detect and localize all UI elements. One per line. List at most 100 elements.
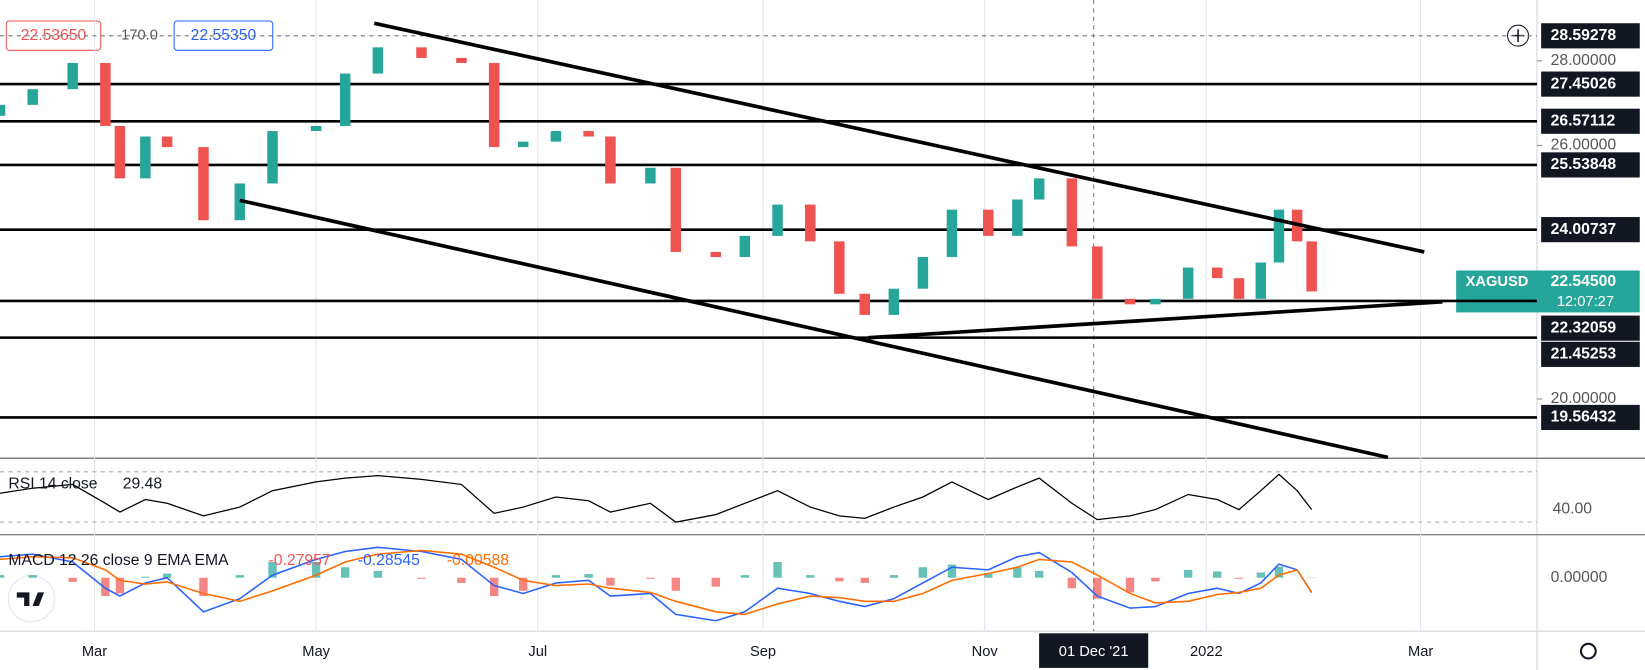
macd-histogram	[671, 577, 681, 591]
macd-histogram	[101, 577, 110, 597]
candle	[198, 147, 209, 221]
macd-histogram	[1183, 569, 1193, 578]
macd-histogram	[1274, 566, 1284, 578]
level-label: 26.57112	[1551, 112, 1616, 129]
trendline	[373, 21, 1425, 254]
candle	[605, 136, 616, 184]
candle	[1233, 278, 1245, 299]
macd-histogram	[918, 567, 928, 578]
candle	[670, 167, 682, 252]
macd-histogram	[417, 577, 426, 579]
ask: 22.55350	[191, 27, 257, 44]
last-price-label: 22.54500	[1551, 273, 1617, 290]
macd-line	[0, 549, 1313, 616]
candle	[1211, 267, 1223, 279]
level-label: 21.45253	[1551, 346, 1617, 363]
price-box	[1541, 152, 1640, 178]
candle	[834, 241, 845, 294]
spread: 170.0	[121, 28, 158, 44]
candle	[100, 62, 111, 126]
candle	[517, 141, 529, 148]
candle	[488, 62, 500, 148]
rsi-tick-label: 40.00	[1553, 501, 1593, 518]
candle	[267, 131, 278, 184]
candle	[456, 57, 467, 63]
macd-legend-value: -0.28545	[358, 552, 420, 569]
candle	[0, 104, 6, 116]
macd-histogram	[711, 577, 720, 587]
candle	[859, 293, 871, 315]
candle	[583, 131, 594, 137]
candle	[161, 136, 173, 148]
macd-line	[0, 546, 1313, 622]
level-label: 25.53848	[1551, 156, 1617, 173]
macd-histogram	[584, 574, 593, 578]
macd-histogram	[1256, 572, 1265, 578]
candle	[416, 47, 427, 58]
macd-histogram	[606, 577, 615, 586]
rsi-line	[0, 473, 1313, 523]
macd-histogram	[457, 577, 466, 583]
candle	[339, 73, 351, 126]
macd-histogram	[1034, 570, 1044, 578]
price-box	[1541, 404, 1640, 431]
candle	[310, 125, 322, 132]
settings-icon[interactable]	[1579, 642, 1597, 660]
y-tick-label: 26.00000	[1551, 137, 1617, 154]
price-box	[1541, 23, 1640, 49]
price-box	[1541, 71, 1640, 97]
candle	[739, 235, 751, 257]
candle	[1182, 267, 1194, 299]
last-price-box	[1456, 270, 1640, 313]
candle	[645, 167, 656, 184]
x-tick-label: Jul	[528, 644, 547, 660]
crosshair-x-label: 01 Dec '21	[1059, 644, 1129, 660]
trendline	[239, 198, 1389, 460]
candle	[917, 256, 929, 289]
candle	[805, 204, 816, 242]
candle	[114, 125, 126, 179]
x-tick-label: 2022	[1190, 644, 1223, 660]
macd-histogram	[373, 570, 383, 578]
trendline	[868, 299, 1443, 340]
macd-histogram	[28, 575, 37, 578]
macd-histogram	[806, 575, 815, 578]
candle	[1066, 178, 1078, 247]
candle	[1255, 262, 1267, 299]
candle	[372, 47, 384, 74]
macd-histogram	[646, 577, 655, 579]
countdown: 12:07:27	[1557, 294, 1614, 310]
macd-histogram	[268, 562, 277, 578]
macd-histogram	[1067, 577, 1077, 589]
macd-histogram	[1213, 571, 1222, 578]
macd-histogram	[162, 573, 172, 578]
crosshair-x-box	[1039, 633, 1149, 668]
macd-histogram	[1093, 577, 1102, 599]
candle	[1124, 298, 1136, 305]
level-label: 27.45026	[1551, 75, 1617, 92]
macd-legend-value: -0.27957	[269, 552, 331, 569]
macd-histogram	[1125, 577, 1135, 593]
x-tick-label: Nov	[972, 644, 999, 660]
candle	[550, 131, 562, 142]
level-label: 24.00737	[1551, 221, 1617, 238]
macd-histogram	[835, 577, 844, 582]
macd-histogram	[141, 576, 150, 578]
x-tick-label: Mar	[1408, 644, 1433, 660]
macd-histogram	[519, 577, 528, 591]
macd-histogram	[860, 577, 869, 583]
price-box	[1541, 108, 1640, 134]
x-tick-label: Mar	[82, 644, 107, 660]
level-label: 19.56432	[1551, 409, 1617, 426]
candle	[27, 89, 38, 105]
price-box	[1541, 315, 1640, 341]
logo[interactable]	[7, 575, 56, 623]
level-label: 22.32059	[1551, 319, 1617, 336]
candle	[1033, 178, 1045, 200]
price-box	[1541, 217, 1640, 243]
y-tick-label: 28.00000	[1551, 52, 1617, 69]
rsi-current: 29.48	[123, 476, 163, 493]
macd-histogram	[773, 562, 782, 578]
